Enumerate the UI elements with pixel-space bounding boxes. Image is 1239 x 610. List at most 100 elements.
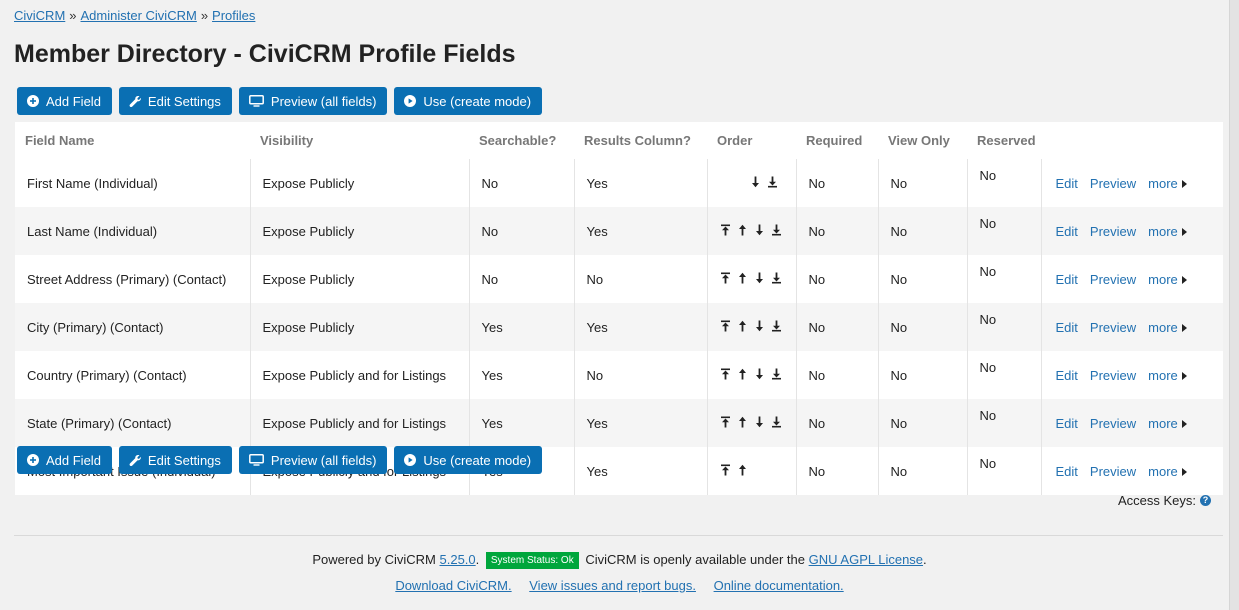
edit-link[interactable]: Edit: [1055, 271, 1078, 287]
more-menu[interactable]: more: [1148, 176, 1187, 191]
preview-all-fields-label: Preview (all fields): [270, 93, 377, 109]
version-link[interactable]: 5.25.0: [439, 552, 476, 567]
edit-settings-button[interactable]: Edit Settings: [118, 87, 232, 115]
column-header-order[interactable]: Order: [707, 122, 796, 159]
move-up-icon[interactable]: [737, 416, 748, 431]
breadcrumb-administer[interactable]: Administer CiviCRM: [80, 8, 197, 23]
more-menu[interactable]: more: [1148, 368, 1187, 383]
plus-circle-icon: [27, 454, 39, 466]
move-bottom-icon[interactable]: [771, 320, 782, 335]
move-up-icon[interactable]: [737, 224, 748, 239]
move-down-icon[interactable]: [754, 368, 765, 383]
preview-all-fields-button[interactable]: Preview (all fields): [238, 446, 388, 474]
move-up-icon[interactable]: [737, 320, 748, 335]
cell-visibility: Expose Publicly: [250, 255, 470, 303]
cell-order: [707, 255, 797, 303]
move-down-icon[interactable]: [750, 176, 761, 191]
table-row: Last Name (Individual) Expose Publicly No Y…: [15, 207, 1223, 255]
column-header-results-column[interactable]: Results Column?: [574, 122, 707, 159]
scrollbar[interactable]: [1229, 0, 1239, 610]
move-top-icon[interactable]: [720, 416, 731, 431]
move-top-icon[interactable]: [720, 272, 731, 287]
breadcrumb-civicrm[interactable]: CiviCRM: [14, 8, 66, 23]
page-title: Member Directory - CiviCRM Profile Field…: [14, 40, 516, 68]
top-button-row: Add Field Edit Settings Preview (all fie…: [17, 87, 543, 115]
breadcrumb-separator: »: [200, 8, 209, 23]
system-status-badge[interactable]: System Status: Ok: [485, 552, 579, 569]
report-bugs-link[interactable]: View issues and report bugs.: [529, 578, 696, 593]
column-header-visibility[interactable]: Visibility: [250, 122, 469, 159]
move-down-icon[interactable]: [754, 272, 765, 287]
caret-right-icon: [1181, 323, 1187, 332]
license-link[interactable]: GNU AGPL License: [808, 552, 924, 567]
edit-link[interactable]: Edit: [1055, 367, 1078, 383]
more-menu[interactable]: more: [1148, 224, 1187, 239]
move-bottom-icon[interactable]: [771, 416, 782, 431]
preview-link[interactable]: Preview: [1089, 367, 1137, 383]
move-top-icon[interactable]: [720, 320, 731, 335]
column-header-reserved[interactable]: Reserved: [967, 122, 1041, 159]
online-documentation-link[interactable]: Online documentation.: [713, 578, 844, 593]
column-header-required[interactable]: Required: [796, 122, 878, 159]
cell-visibility: Expose Publicly and for Listings: [250, 399, 470, 447]
use-create-mode-button[interactable]: Use (create mode): [394, 446, 543, 474]
cell-actions: Edit Preview more: [1041, 399, 1223, 447]
move-down-icon[interactable]: [754, 416, 765, 431]
preview-link[interactable]: Preview: [1089, 175, 1137, 191]
preview-link[interactable]: Preview: [1089, 319, 1137, 335]
edit-link[interactable]: Edit: [1055, 175, 1078, 191]
cell-view-only: No: [878, 447, 968, 495]
move-down-icon[interactable]: [754, 320, 765, 335]
move-bottom-icon[interactable]: [767, 176, 778, 191]
more-menu[interactable]: more: [1148, 320, 1187, 335]
cell-required: No: [796, 351, 879, 399]
breadcrumb-profiles[interactable]: Profiles: [212, 8, 256, 23]
column-header-view-only[interactable]: View Only: [878, 122, 967, 159]
move-up-icon[interactable]: [737, 464, 748, 479]
edit-link[interactable]: Edit: [1055, 463, 1078, 479]
move-up-icon[interactable]: [737, 272, 748, 287]
preview-all-fields-button[interactable]: Preview (all fields): [238, 87, 388, 115]
move-top-icon[interactable]: [720, 224, 731, 239]
move-down-icon[interactable]: [754, 224, 765, 239]
access-keys-label: Access Keys:: [1117, 493, 1196, 508]
preview-link[interactable]: Preview: [1089, 271, 1137, 287]
monitor-icon: [248, 454, 264, 466]
use-create-mode-button[interactable]: Use (create mode): [394, 87, 543, 115]
more-label: more: [1148, 367, 1178, 383]
question-icon[interactable]: ?: [1200, 495, 1211, 506]
add-field-button[interactable]: Add Field: [17, 446, 112, 474]
cell-results-column: No: [574, 255, 708, 303]
edit-settings-button[interactable]: Edit Settings: [118, 446, 232, 474]
cell-required: No: [796, 447, 879, 495]
move-bottom-icon[interactable]: [771, 272, 782, 287]
column-header-field-name[interactable]: Field Name: [15, 122, 250, 159]
edit-link[interactable]: Edit: [1055, 415, 1078, 431]
profile-fields-table-wrapper: Field Name Visibility Searchable? Result…: [15, 122, 1223, 495]
cell-order: [707, 447, 797, 495]
move-bottom-icon[interactable]: [771, 224, 782, 239]
add-field-button[interactable]: Add Field: [17, 87, 112, 115]
access-keys[interactable]: Access Keys: ?: [1118, 493, 1211, 508]
column-header-searchable[interactable]: Searchable?: [469, 122, 574, 159]
cell-view-only: No: [878, 399, 968, 447]
edit-link[interactable]: Edit: [1055, 319, 1078, 335]
cell-results-column: Yes: [574, 207, 708, 255]
download-civicrm-link[interactable]: Download CiviCRM.: [395, 578, 512, 593]
move-top-icon[interactable]: [720, 368, 731, 383]
edit-link[interactable]: Edit: [1055, 223, 1078, 239]
more-label: more: [1148, 271, 1178, 287]
preview-link[interactable]: Preview: [1089, 463, 1137, 479]
move-bottom-icon[interactable]: [771, 368, 782, 383]
edit-settings-label: Edit Settings: [147, 452, 221, 468]
cell-field-name: First Name (Individual): [15, 159, 251, 207]
more-menu[interactable]: more: [1148, 272, 1187, 287]
preview-link[interactable]: Preview: [1089, 223, 1137, 239]
more-menu[interactable]: more: [1148, 416, 1187, 431]
preview-link[interactable]: Preview: [1089, 415, 1137, 431]
move-up-icon[interactable]: [737, 368, 748, 383]
cell-field-name: Street Address (Primary) (Contact): [15, 255, 251, 303]
move-top-icon[interactable]: [720, 464, 731, 479]
more-menu[interactable]: more: [1148, 464, 1187, 479]
cell-field-name: Last Name (Individual): [15, 207, 251, 255]
